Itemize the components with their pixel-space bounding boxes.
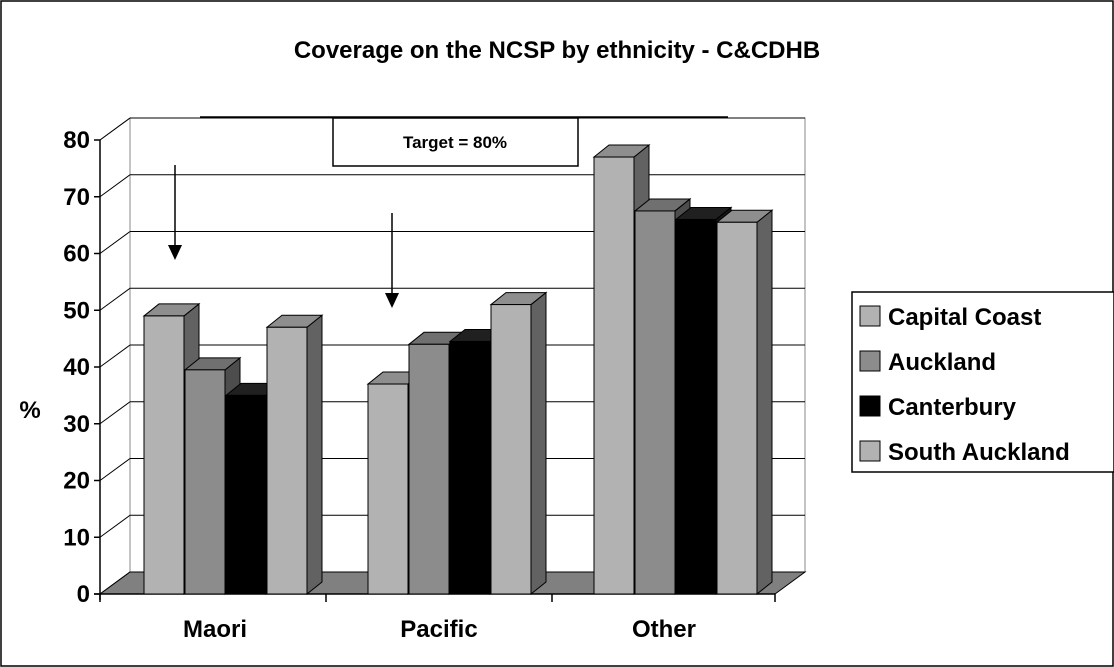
y-tick-label: 70 bbox=[63, 184, 90, 211]
bar-side bbox=[757, 210, 772, 594]
target-label: Target = 80% bbox=[403, 133, 507, 152]
bar-front bbox=[409, 344, 449, 594]
legend-label: Auckland bbox=[888, 349, 996, 376]
chart-title: Coverage on the NCSP by ethnicity - C&CD… bbox=[294, 37, 820, 64]
x-tick-label: Other bbox=[632, 616, 696, 643]
legend-label: Canterbury bbox=[888, 394, 1017, 421]
bar-front bbox=[450, 341, 490, 594]
x-tick-label: Maori bbox=[183, 616, 247, 643]
y-tick-label: 50 bbox=[63, 297, 90, 324]
bar-front bbox=[144, 316, 184, 594]
bar-front bbox=[491, 305, 531, 594]
legend-swatch bbox=[860, 306, 880, 326]
legend-swatch bbox=[860, 351, 880, 371]
y-tick-label: 0 bbox=[77, 581, 90, 608]
y-tick-labels: 0 10 20 30 40 50 60 70 80 bbox=[63, 127, 90, 608]
bar-front bbox=[594, 157, 634, 594]
bar bbox=[717, 210, 772, 594]
x-tick-label: Pacific bbox=[400, 616, 477, 643]
y-tick-label: 30 bbox=[63, 411, 90, 438]
bar-side bbox=[531, 293, 546, 594]
y-tick-label: 60 bbox=[63, 241, 90, 268]
y-tick-label: 80 bbox=[63, 127, 90, 154]
bar-front bbox=[717, 222, 757, 594]
bar-front bbox=[267, 327, 307, 594]
bar bbox=[267, 315, 322, 594]
bar bbox=[491, 293, 546, 594]
y-tick-label: 10 bbox=[63, 524, 90, 551]
legend-label: Capital Coast bbox=[888, 304, 1041, 331]
legend-swatch bbox=[860, 441, 880, 461]
legend-label: South Auckland bbox=[888, 439, 1070, 466]
y-tick-label: 40 bbox=[63, 354, 90, 381]
bar-front bbox=[368, 384, 408, 594]
bar-front bbox=[226, 395, 266, 594]
bar-side bbox=[307, 315, 322, 594]
bar-front bbox=[676, 219, 716, 594]
bar-front bbox=[635, 211, 675, 594]
y-tick-label: 20 bbox=[63, 468, 90, 495]
y-axis-label: % bbox=[19, 397, 40, 424]
legend: Capital Coast Auckland Canterbury South Auc… bbox=[852, 292, 1114, 472]
legend-swatch bbox=[860, 396, 880, 416]
bar-front bbox=[185, 370, 225, 594]
